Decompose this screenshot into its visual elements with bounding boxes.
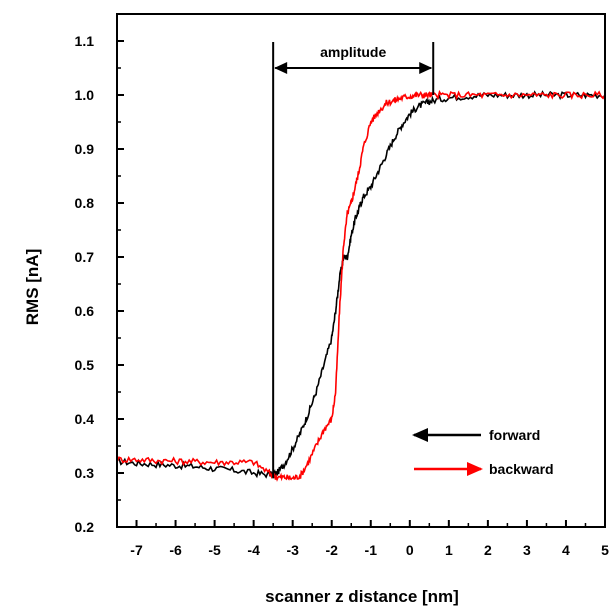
y-tick-label: 0.8 — [75, 195, 95, 211]
amplitude-annotation: amplitude — [272, 42, 435, 479]
legend-backward-label: backward — [489, 461, 554, 477]
plot-frame — [116, 13, 606, 528]
x-axis: -7 -6 -5 -4 -3 -2 -1 0 1 2 3 4 5 — [116, 520, 609, 558]
amplitude-arrow-head-left — [274, 62, 288, 74]
y-tick-label: 0.7 — [75, 249, 95, 265]
amplitude-label: amplitude — [320, 44, 386, 60]
legend: forward backward — [412, 427, 554, 477]
legend-backward-arrow-right-icon — [467, 462, 483, 476]
y-axis-title: RMS [nA] — [23, 249, 42, 325]
x-tick-label: -2 — [325, 542, 338, 558]
series-backward-line — [116, 89, 606, 482]
y-tick-label: 0.4 — [75, 411, 95, 427]
y-axis: 0.2 0.3 0.4 0.5 0.6 0.7 0.8 0.9 1.0 1.1 — [75, 33, 124, 535]
x-tick-label: -6 — [169, 542, 182, 558]
y-tick-label: 0.5 — [75, 357, 95, 373]
y-tick-label: 0.9 — [75, 141, 95, 157]
x-tick-label: -1 — [365, 542, 378, 558]
x-tick-label: 4 — [562, 542, 570, 558]
y-tick-label: 0.3 — [75, 465, 95, 481]
x-tick-label: 2 — [484, 542, 492, 558]
legend-forward-label: forward — [489, 427, 540, 443]
x-tick-label: -7 — [130, 542, 143, 558]
x-tick-label: 3 — [523, 542, 531, 558]
y-tick-label: 1.1 — [75, 33, 95, 49]
y-tick-label: 0.2 — [75, 519, 95, 535]
x-tick-label: -4 — [247, 542, 260, 558]
amplitude-arrow-head-right — [419, 62, 433, 74]
x-axis-title: scanner z distance [nm] — [265, 587, 459, 606]
legend-forward-arrow-left-icon — [412, 428, 428, 442]
x-tick-label: 0 — [406, 542, 414, 558]
y-tick-label: 0.6 — [75, 303, 95, 319]
x-tick-label: -3 — [286, 542, 299, 558]
x-tick-label: 1 — [445, 542, 453, 558]
y-tick-label: 1.0 — [75, 87, 95, 103]
series-forward-line — [117, 90, 606, 479]
x-tick-label: 5 — [601, 542, 609, 558]
x-tick-label: -5 — [208, 542, 221, 558]
plot-area — [116, 89, 606, 482]
